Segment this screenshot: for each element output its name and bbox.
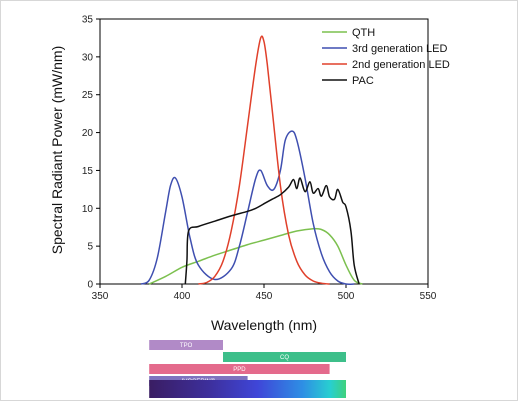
series-line [140, 130, 355, 285]
x-tick-label: 350 [92, 291, 109, 302]
x-tick-label: 500 [338, 291, 355, 302]
y-tick-label: 10 [82, 204, 94, 215]
legend-label: PAC [352, 75, 374, 87]
y-tick-label: 0 [87, 280, 93, 291]
x-axis-title: Wavelength (nm) [211, 317, 317, 333]
legend-label: QTH [352, 27, 375, 39]
series-line [198, 35, 330, 285]
legend: QTH 3rd generation LED 2nd generation LED P… [322, 27, 450, 87]
absorption-band [149, 364, 330, 374]
absorption-band [223, 352, 346, 362]
y-axis-title: Spectral Radiant Power (mW/nm) [49, 46, 65, 255]
y-tick-label: 15 [82, 166, 94, 177]
series-lines [140, 35, 363, 285]
y-tick-label: 5 [87, 242, 93, 253]
legend-label: 3rd generation LED [352, 43, 447, 55]
y-tick-label: 20 [82, 128, 94, 139]
legend-label: 2nd generation LED [352, 59, 450, 71]
series-line [148, 227, 363, 285]
absorption-band [149, 340, 223, 350]
y-tick-label: 35 [82, 15, 94, 26]
absorption-bands: TPOCQPPDIVOCERIN® [149, 340, 346, 398]
absorption-band-label: CQ [280, 355, 289, 361]
absorption-band-label: PPD [233, 367, 246, 373]
y-tick-label: 30 [82, 52, 94, 63]
axis-ticks: 350 400 450 500 550 0 5 10 15 20 25 30 35 [82, 15, 437, 303]
x-tick-label: 550 [420, 291, 437, 302]
y-tick-label: 25 [82, 90, 94, 101]
x-tick-label: 400 [174, 291, 191, 302]
x-tick-label: 450 [256, 291, 273, 302]
series-line [184, 177, 360, 285]
absorption-band-label: TPO [180, 343, 193, 349]
spectrum-color-bar [149, 380, 346, 398]
